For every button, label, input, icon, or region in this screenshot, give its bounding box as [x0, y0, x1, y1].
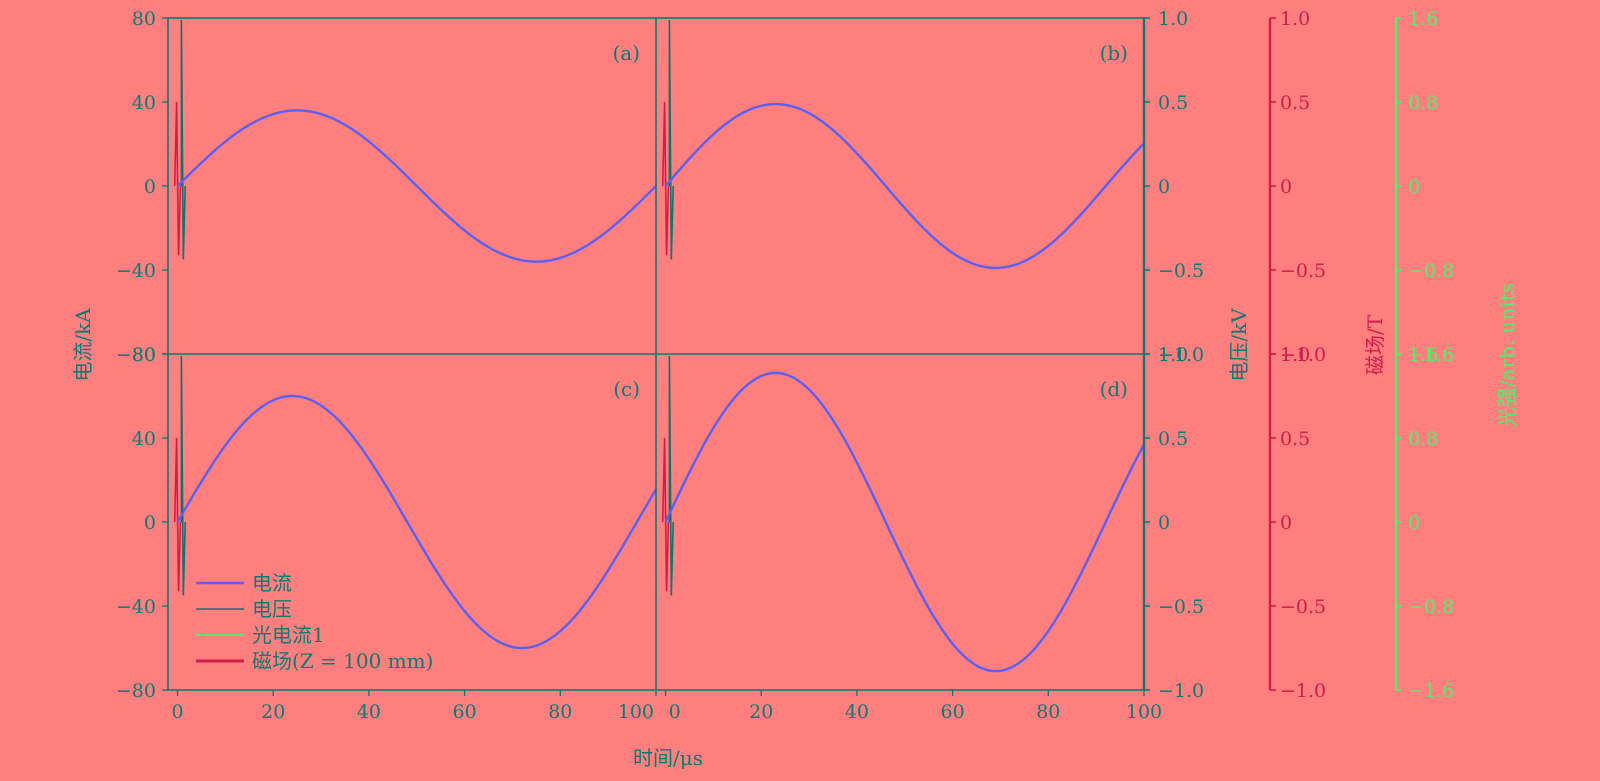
chart-frames [167, 17, 1145, 691]
axis-tick-label: −1.0 [1158, 680, 1204, 702]
magnetic-spike [661, 437, 670, 592]
x-tick-label: 80 [548, 701, 572, 723]
axis-tick-label: −1.6 [1408, 344, 1454, 366]
axis-tick-label: 1.6 [1408, 344, 1438, 366]
magnetic-spike [661, 101, 670, 256]
current-axis-label: 电流/kA [71, 308, 95, 382]
light-axis-label: 光强/arb. units [1495, 283, 1519, 427]
axis-tick-label: 1.0 [1280, 8, 1310, 30]
x-tick-label: 0 [669, 701, 681, 723]
current-tick-label: 0 [144, 512, 156, 534]
axis-tick-label: −1.6 [1408, 680, 1454, 702]
x-tick-label: 100 [1126, 701, 1162, 723]
axis-tick-label: −0.5 [1158, 260, 1204, 282]
x-tick-label: 20 [749, 701, 773, 723]
chart-panels: (a) (b) (c) (d) [173, 19, 1146, 673]
axis-tick-label: −0.8 [1408, 260, 1454, 282]
axis-tick-label: −0.5 [1280, 596, 1326, 618]
current-tick-label: 80 [132, 344, 156, 366]
axis-tick-label: 0.8 [1408, 92, 1438, 114]
axis-tick-label: 0 [1158, 176, 1170, 198]
axis-tick-label: 0 [1158, 512, 1170, 534]
bottom-x-axis: 0 20 40 60 80 100 0 20 40 60 80 100 [172, 690, 1162, 723]
axis-tick-label: −1.0 [1280, 680, 1326, 702]
axis-tick-label: 0.8 [1408, 428, 1438, 450]
axis-tick-label: 0.5 [1158, 428, 1188, 450]
axis-tick-label: 0 [1280, 176, 1292, 198]
axis-tick-label: −0.8 [1408, 596, 1454, 618]
axis-tick-label: 1.0 [1158, 344, 1188, 366]
voltage-spike [668, 19, 675, 260]
legend-label: 电压 [252, 597, 292, 621]
axis-tick-label: −0.5 [1158, 596, 1204, 618]
axis-tick-label: 0 [1280, 512, 1292, 534]
x-tick-label: 60 [941, 701, 965, 723]
current-tick-label: −40 [116, 596, 156, 618]
voltage-spike [668, 355, 675, 596]
axis-tick-label: 0 [1408, 176, 1420, 198]
x-tick-label: 0 [172, 701, 184, 723]
panel-label: (d) [1100, 377, 1128, 401]
axis-tick-label: −0.5 [1280, 260, 1326, 282]
axis-tick-label: −1.0 [1280, 344, 1326, 366]
x-tick-label: 20 [261, 701, 285, 723]
current-tick-label: −40 [116, 260, 156, 282]
axis-tick-label: 1.0 [1158, 8, 1188, 30]
current-tick-label: 40 [132, 428, 156, 450]
x-axis-label: 时间/μs [633, 746, 703, 770]
x-tick-label: 80 [1036, 701, 1060, 723]
light-y-axis: −1.6−0.800.81.6−1.6−0.800.81.6 [1394, 8, 1454, 702]
current-line [176, 109, 657, 263]
axis-tick-label: 0 [1408, 512, 1420, 534]
voltage-spike [180, 355, 187, 596]
axis-tick-label: 1.0 [1280, 344, 1310, 366]
axis-tick-label: 0.5 [1158, 92, 1188, 114]
magnetic-axis-label: 磁场/T [1363, 314, 1387, 375]
axis-tick-label: 0.5 [1280, 428, 1310, 450]
x-tick-label: 60 [453, 701, 477, 723]
legend-label: 电流 [252, 571, 292, 595]
magnetic-spike [173, 437, 182, 592]
current-line [664, 102, 1145, 270]
x-tick-label: 40 [357, 701, 381, 723]
panel-b: (b) [661, 19, 1145, 270]
voltage-axis-label: 电压/kV [1227, 308, 1251, 382]
legend-label: 光电流1 [252, 623, 325, 647]
current-tick-label: −80 [116, 680, 156, 702]
axis-tick-label: 1.6 [1408, 8, 1438, 30]
current-tick-label: 80 [132, 8, 156, 30]
panel-label: (c) [613, 377, 640, 401]
current-tick-label: −80 [116, 344, 156, 366]
panel-a: (a) [173, 19, 657, 263]
axis-tick-label: 0.5 [1280, 92, 1310, 114]
current-tick-label: 0 [144, 176, 156, 198]
panel-c: (c) [173, 355, 658, 650]
magnetic-y-axis: −1.0−0.500.51.0−1.0−0.500.51.0 [1268, 8, 1326, 702]
voltage-y-axis: −1.0−0.500.51.0−1.0−0.500.51.0 [1142, 8, 1204, 702]
panel-label: (b) [1100, 41, 1128, 65]
voltage-spike [180, 19, 187, 260]
current-tick-label: 40 [132, 92, 156, 114]
current-line [176, 394, 658, 650]
panel-label: (a) [612, 41, 640, 65]
current-line [664, 371, 1146, 673]
x-tick-label: 40 [845, 701, 869, 723]
panel-d: (d) [661, 355, 1146, 673]
legend-label: 磁场(Z = 100 mm) [252, 649, 433, 673]
magnetic-spike [173, 101, 182, 256]
x-tick-label: 100 [618, 701, 654, 723]
axis-tick-label: −1.0 [1158, 344, 1204, 366]
